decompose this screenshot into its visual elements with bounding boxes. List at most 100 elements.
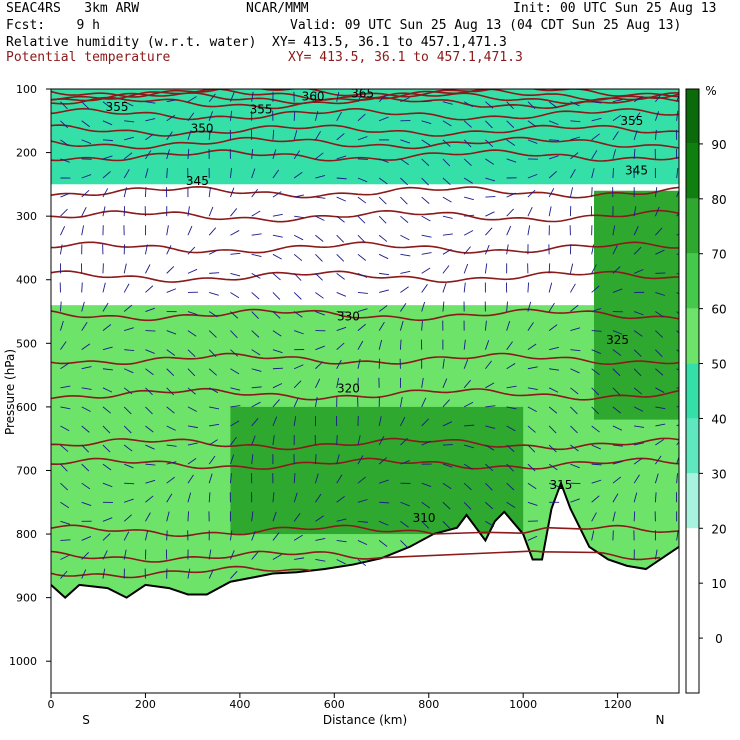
wind-vector <box>166 288 177 293</box>
wind-vector <box>208 129 211 140</box>
wind-vector <box>187 442 198 446</box>
wind-vector <box>485 482 493 491</box>
wind-vector <box>421 267 431 274</box>
wind-vector <box>357 177 368 183</box>
wind-vector <box>145 406 153 415</box>
wind-vector <box>123 425 132 434</box>
isentrope-label: 345 <box>625 163 648 177</box>
wind-vector <box>187 568 191 579</box>
wind-vector <box>81 444 90 453</box>
wind-vector <box>400 97 410 103</box>
isentrope-label: 315 <box>550 478 573 492</box>
isentrope-line <box>51 136 679 150</box>
wind-vector <box>208 311 218 318</box>
isentrope-line <box>51 89 679 98</box>
wind-vector <box>421 196 430 204</box>
isentrope-line <box>51 352 679 366</box>
isentrope-line <box>51 524 679 538</box>
wind-vector <box>209 292 219 296</box>
wind-vector <box>484 244 490 255</box>
wind-vector <box>548 282 553 293</box>
wind-vector <box>357 455 364 465</box>
wind-vector <box>463 282 466 293</box>
wind-vector <box>123 304 133 312</box>
wind-vector <box>81 189 90 198</box>
wind-vector <box>570 498 580 503</box>
wind-vector <box>421 521 430 529</box>
wind-vector <box>102 482 113 488</box>
isentrope-label: 320 <box>337 381 360 395</box>
wind-vector <box>442 139 451 147</box>
wind-vector <box>187 425 198 429</box>
wind-vector <box>442 301 445 312</box>
wind-vector <box>293 364 304 370</box>
wind-vector <box>400 416 406 427</box>
y-tick-label: 900 <box>16 592 37 605</box>
wind-vector <box>506 463 514 472</box>
wind-vector <box>506 320 511 331</box>
rh-region-3 <box>230 406 524 535</box>
wind-vector <box>357 253 367 261</box>
colorbar-swatch <box>686 418 699 474</box>
wind-vector <box>208 249 219 255</box>
wind-vector <box>315 273 323 281</box>
wind-vector <box>421 158 430 167</box>
wind-vector <box>315 559 326 562</box>
wind-vector <box>187 206 190 217</box>
wind-vector <box>208 492 211 503</box>
isentrope-label: 330 <box>337 310 360 324</box>
wind-vector <box>102 406 112 414</box>
wind-vector <box>357 272 368 278</box>
wind-vector <box>166 131 173 141</box>
wind-vector <box>336 326 347 332</box>
wind-vector <box>208 206 214 217</box>
wind-vector <box>293 492 298 503</box>
wind-vector <box>166 406 175 414</box>
wind-vector <box>60 554 70 560</box>
wind-vector <box>272 213 283 217</box>
wind-vector <box>229 168 232 179</box>
wind-vector <box>676 530 679 541</box>
wind-vector <box>548 263 551 274</box>
wind-vector <box>81 120 91 128</box>
wind-vector <box>485 211 495 217</box>
wind-vector <box>548 302 555 312</box>
wind-vector <box>145 425 154 433</box>
wind-vector <box>230 387 241 391</box>
y-tick-label: 300 <box>16 210 37 223</box>
wind-vector <box>591 101 602 104</box>
y-tick-label: 800 <box>16 528 37 541</box>
wind-vector <box>124 498 134 503</box>
wind-vector <box>272 367 283 370</box>
colorbar-unit: % <box>705 84 716 98</box>
wind-vector <box>272 311 281 319</box>
wind-vector <box>272 253 282 260</box>
wind-vector <box>378 177 388 185</box>
wind-vector <box>272 383 283 389</box>
wind-vector <box>230 405 241 408</box>
wind-vector <box>187 246 196 255</box>
wind-vector <box>81 101 90 110</box>
wind-vector <box>421 177 429 186</box>
wind-vector <box>81 536 92 541</box>
wind-vector <box>60 208 68 217</box>
wind-vector <box>293 534 303 541</box>
wind-vector <box>379 272 390 276</box>
wind-vector <box>315 196 326 199</box>
wind-vector <box>506 341 513 350</box>
wind-vector <box>570 463 580 469</box>
wind-vector <box>336 559 346 565</box>
wind-vector <box>81 225 85 236</box>
wind-vector <box>208 439 218 446</box>
y-tick-label: 200 <box>16 147 37 160</box>
wind-vector <box>655 330 663 338</box>
wind-vector <box>633 511 636 522</box>
wind-vector <box>400 460 410 465</box>
wind-vector <box>293 150 301 160</box>
header-xy-rh: XY= 413.5, 36.1 to 457.1,471.3 <box>272 35 507 50</box>
wind-vector <box>655 311 664 318</box>
wind-vector <box>59 301 62 312</box>
wind-vector <box>209 423 220 427</box>
wind-vector <box>591 133 600 141</box>
y-tick-label: 700 <box>16 464 37 477</box>
